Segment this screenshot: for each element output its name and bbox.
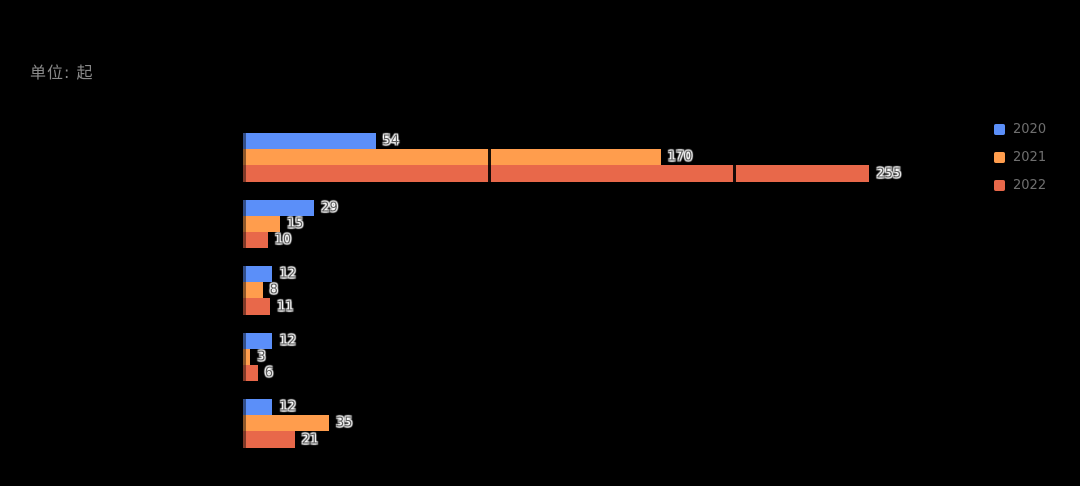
legend-item-2021[interactable]: 2021 <box>994 147 1046 167</box>
bar-2021-group5[interactable] <box>243 415 329 432</box>
bar-group-1: 54 170 255 <box>243 133 980 182</box>
bar-2020-group5[interactable] <box>243 399 273 416</box>
bar-group-3: 12 8 11 <box>243 266 980 315</box>
legend: 2020 2021 2022 <box>994 119 1046 195</box>
bar-group-5: 12 35 21 <box>243 399 980 448</box>
bar-2021-group1[interactable] <box>243 149 661 166</box>
legend-label: 2020 <box>1013 121 1047 137</box>
bar-value-label: 12 <box>279 266 297 282</box>
bar-2022-group4[interactable] <box>243 364 258 382</box>
gridline-200 <box>733 123 737 454</box>
legend-item-2022[interactable]: 2022 <box>994 175 1046 195</box>
bar-value-label: 3 <box>257 349 266 365</box>
bar-value-label: 12 <box>279 399 297 415</box>
legend-label: 2022 <box>1013 177 1047 193</box>
bar-2022-group2[interactable] <box>243 231 268 249</box>
bar-value-label: 21 <box>301 432 319 447</box>
unit-label: 单位: 起 <box>30 63 94 82</box>
bar-value-label: 6 <box>264 365 274 381</box>
bar-value-label: 8 <box>269 282 278 298</box>
bar-2021-group4[interactable] <box>243 348 251 365</box>
legend-swatch-2020 <box>994 123 1005 135</box>
bar-value-label: 255 <box>876 166 902 181</box>
bar-value-label: 29 <box>321 200 338 216</box>
bar-2020-group3[interactable] <box>243 266 273 283</box>
bar-group-2: 29 15 10 <box>243 199 980 249</box>
bar-value-label: 11 <box>277 299 294 314</box>
legend-item-2020[interactable]: 2020 <box>994 119 1046 139</box>
gridline-300 <box>979 123 982 454</box>
bar-value-label: 54 <box>382 133 400 149</box>
plot-area: 54 170 255 29 15 10 12 8 11 12 3 6 12 35 21 <box>243 123 982 454</box>
bar-2022-group5[interactable] <box>243 431 295 448</box>
bar-2020-group2[interactable] <box>243 199 315 216</box>
bar-2020-group4[interactable] <box>243 332 273 349</box>
gridline-100 <box>487 123 491 454</box>
legend-swatch-2022 <box>994 179 1005 191</box>
bar-value-label: 170 <box>667 149 693 165</box>
y-axis-line <box>243 123 246 454</box>
bar-2021-group3[interactable] <box>243 282 263 299</box>
bar-2021-group2[interactable] <box>243 215 280 232</box>
bar-value-label: 12 <box>279 333 297 349</box>
legend-swatch-2021 <box>994 151 1005 163</box>
bar-value-label: 35 <box>335 415 353 431</box>
bar-value-label: 15 <box>286 216 304 232</box>
bar-2022-group1[interactable] <box>243 165 870 182</box>
bar-group-4: 12 3 6 <box>243 332 980 382</box>
bar-2020-group1[interactable] <box>243 133 376 150</box>
bar-value-label: 10 <box>274 232 292 248</box>
legend-label: 2021 <box>1013 149 1047 165</box>
bar-2022-group3[interactable] <box>243 298 271 315</box>
